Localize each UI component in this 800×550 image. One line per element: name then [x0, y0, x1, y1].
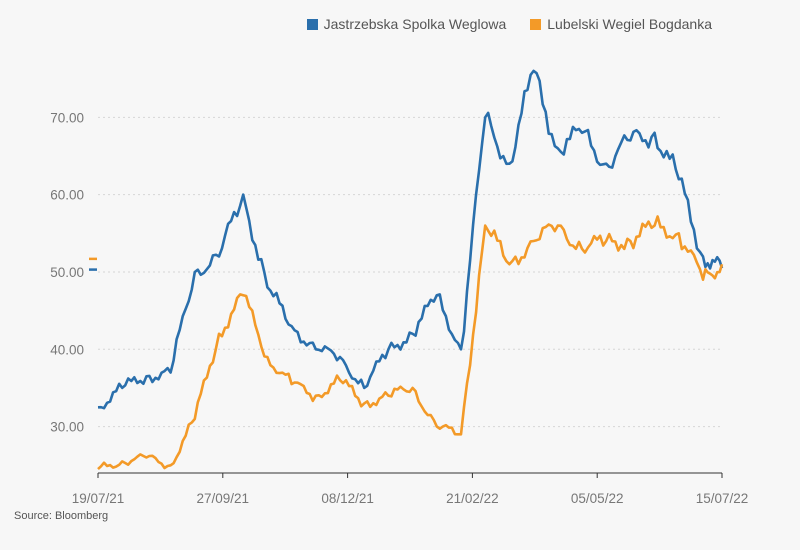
legend-swatch-bogdanka: [530, 18, 542, 30]
y-tick-label: 30.00: [50, 420, 84, 435]
x-tick-label: 27/09/21: [197, 491, 250, 506]
y-tick-label: 40.00: [50, 342, 84, 357]
last-value-markers: [89, 257, 97, 271]
y-tick-label: 60.00: [50, 188, 84, 203]
legend-label-bogdanka: Lubelski Wegiel Bogdanka: [547, 16, 712, 32]
x-tick-label: 19/07/21: [72, 491, 125, 506]
x-tick-label: 05/05/22: [571, 491, 624, 506]
legend-swatch-jsw: [306, 18, 318, 30]
gridlines: [98, 116, 722, 428]
legend-item-bogdanka[interactable]: Lubelski Wegiel Bogdanka: [530, 16, 712, 32]
y-axis-ticks: 30.00 40.00 50.00 60.00 70.00: [50, 110, 84, 434]
legend: Jastrzebska Spolka Weglowa Lubelski Wegi…: [306, 16, 712, 32]
x-tick-label: 21/02/22: [446, 491, 499, 506]
series-lines: [97, 69, 724, 471]
legend-item-jsw[interactable]: Jastrzebska Spolka Weglowa: [306, 16, 507, 32]
source-note: Source: Bloomberg: [14, 510, 109, 522]
y-tick-label: 70.00: [50, 110, 84, 125]
series-line-1: [97, 215, 724, 471]
x-tick-label: 15/07/22: [696, 491, 749, 506]
x-axis-ticks: 19/07/21 27/09/21 08/12/21 21/02/22 05/05/22…: [72, 473, 749, 506]
y-tick-label: 50.00: [50, 265, 84, 280]
series-line-0: [97, 69, 724, 410]
legend-label-jsw: Jastrzebska Spolka Weglowa: [323, 16, 507, 32]
x-tick-label: 08/12/21: [321, 491, 374, 506]
